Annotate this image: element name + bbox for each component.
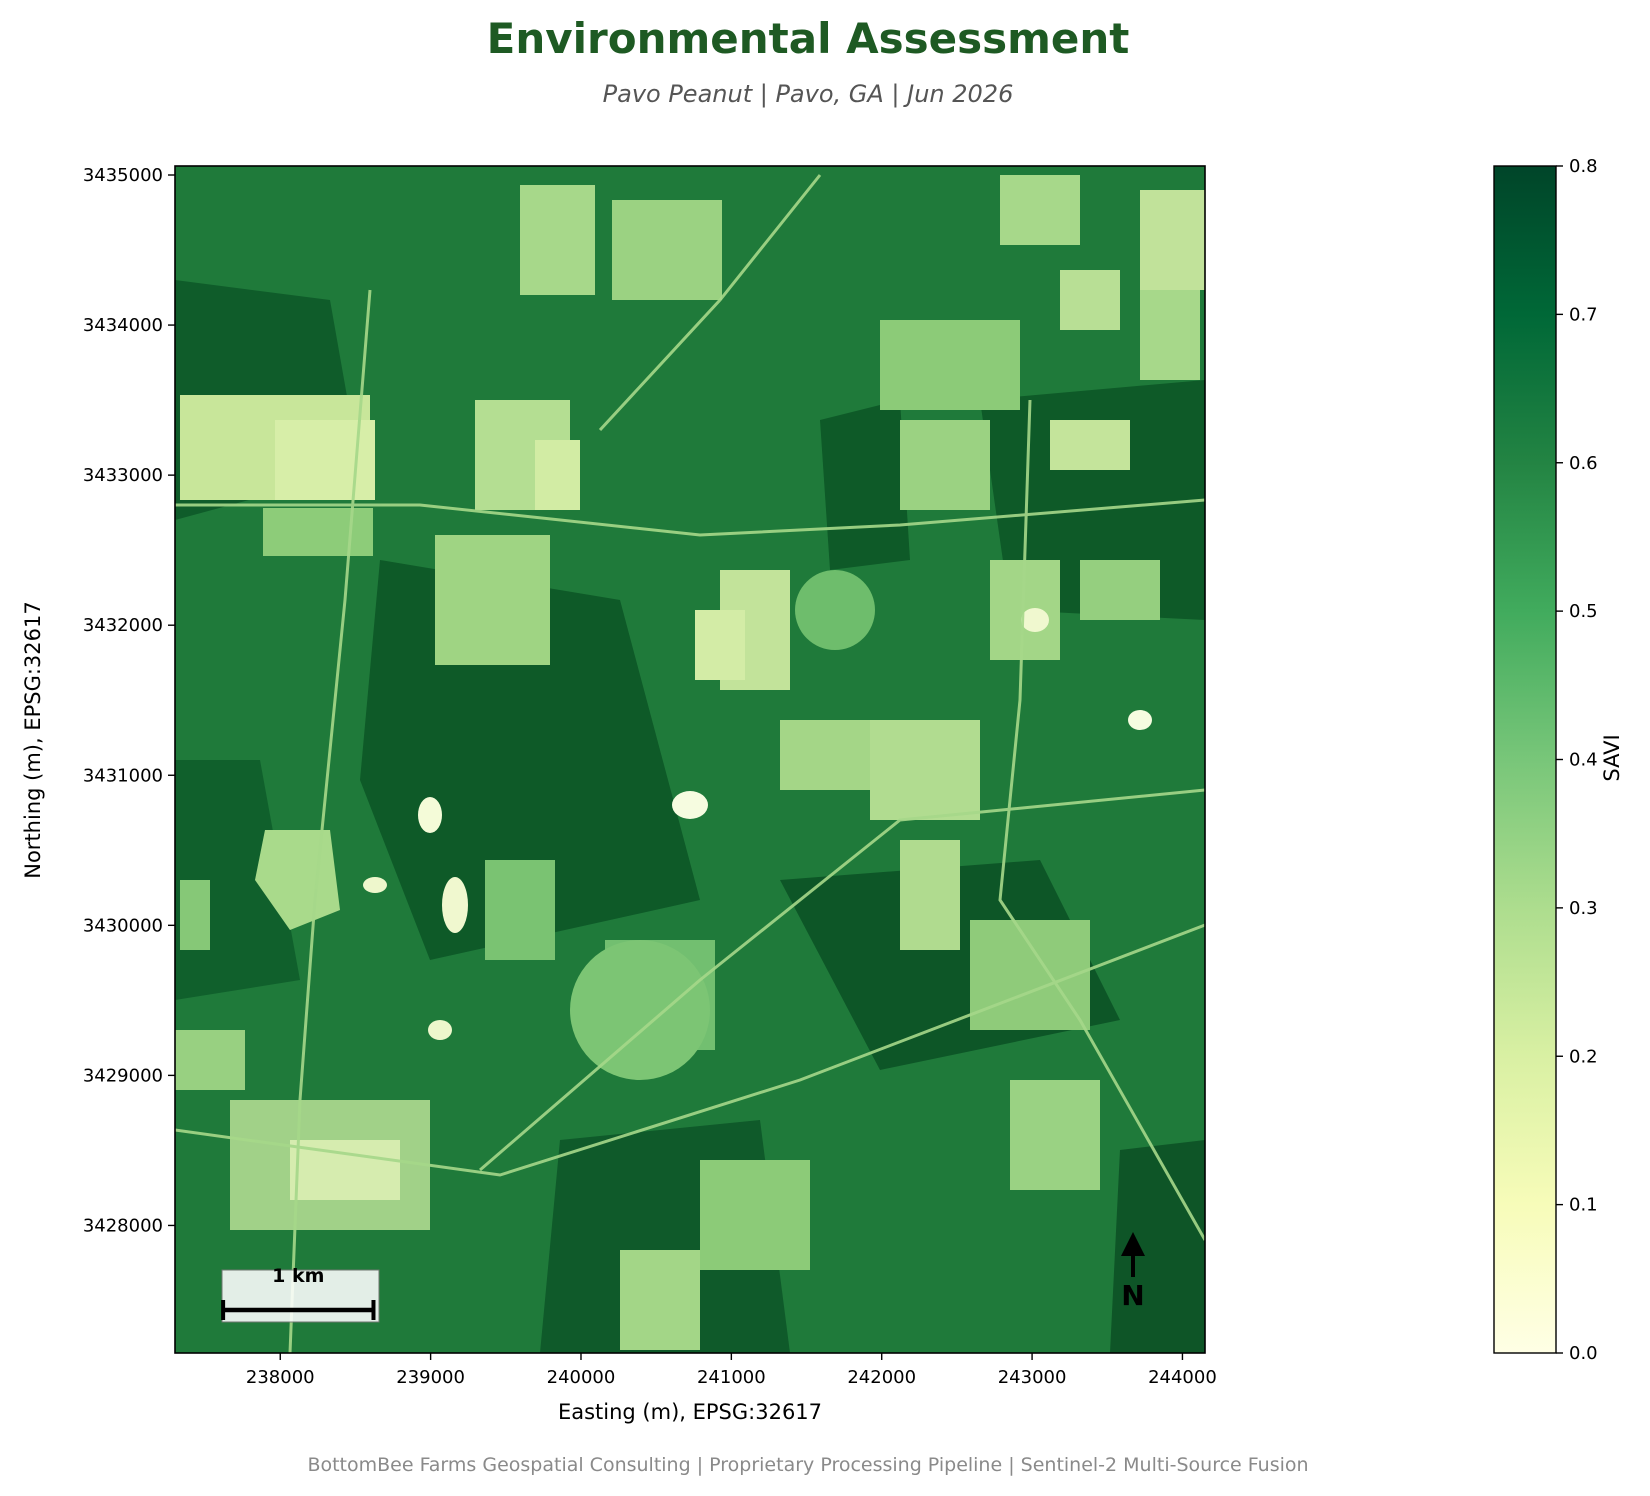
y-tick-label: 3431000	[83, 765, 163, 786]
raster-image	[175, 166, 1205, 1353]
x-tick-label: 240000	[547, 1367, 616, 1388]
x-tick-label: 242000	[847, 1367, 916, 1388]
scale-bar: 1 km	[221, 1265, 380, 1323]
scale-bar-label: 1 km	[272, 1265, 324, 1287]
y-axis-ticks: 3428000 3429000 3430000 3431000 3432000 34330…	[83, 165, 175, 1236]
colorbar-tick-label: 0.4	[1569, 750, 1598, 771]
y-tick-label: 3430000	[83, 915, 163, 936]
north-arrow-head-icon	[1121, 1232, 1145, 1256]
colorbar-tick-label: 0.5	[1569, 601, 1598, 622]
y-axis-label: Northing (m), EPSG:32617	[21, 601, 45, 879]
colorbar-tick-label: 0.3	[1569, 898, 1598, 919]
colorbar-tick-label: 0.2	[1569, 1046, 1598, 1067]
y-tick-label: 3429000	[83, 1065, 163, 1086]
x-axis-label: Easting (m), EPSG:32617	[557, 1400, 823, 1424]
y-tick-label: 3433000	[83, 465, 163, 486]
y-tick-label: 3435000	[83, 165, 163, 186]
x-tick-label: 243000	[998, 1367, 1067, 1388]
scale-bar-background	[221, 1269, 380, 1323]
x-tick-label: 244000	[1148, 1367, 1217, 1388]
x-axis-ticks: 238000 239000 240000 241000 242000 243000 2440…	[246, 1353, 1217, 1388]
north-arrow: N	[1121, 1232, 1145, 1312]
map-subtitle: Pavo Peanut | Pavo, GA | Jun 2026	[602, 80, 1014, 108]
colorbar-tick-label: 0.8	[1569, 156, 1598, 177]
x-tick-label: 241000	[697, 1367, 766, 1388]
colorbar-tick-label: 0.6	[1569, 453, 1598, 474]
y-tick-label: 3434000	[83, 315, 163, 336]
x-tick-label: 238000	[246, 1367, 315, 1388]
map-frame	[174, 165, 1206, 1354]
colorbar-label: SAVI	[1600, 734, 1624, 782]
figure-canvas: 238000 239000 240000 241000 242000 243000 2440…	[83, 156, 1598, 1388]
colorbar-tick-label: 0.0	[1569, 1343, 1598, 1364]
y-tick-label: 3432000	[83, 615, 163, 636]
x-tick-label: 239000	[396, 1367, 465, 1388]
footer-credits: BottomBee Farms Geospatial Consulting | …	[307, 1454, 1309, 1476]
map-title: Environmental Assessment	[486, 14, 1130, 63]
colorbar-ticks: 0.0 0.1 0.2 0.3 0.4 0.5 0.6 0.7 0.8	[1556, 156, 1598, 1364]
north-arrow-label: N	[1121, 1279, 1144, 1312]
colorbar-tick-label: 0.7	[1569, 304, 1598, 325]
y-tick-label: 3428000	[83, 1215, 163, 1236]
colorbar-tick-label: 0.1	[1569, 1195, 1598, 1216]
colorbar	[1493, 165, 1557, 1354]
